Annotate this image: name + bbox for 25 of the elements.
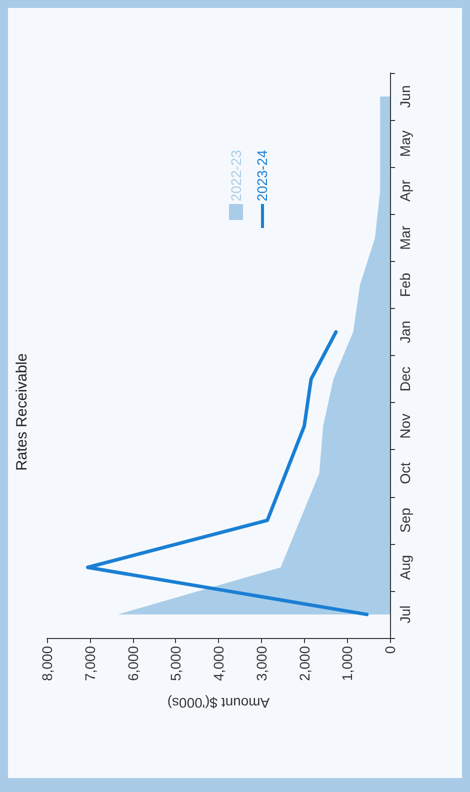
x-tick-label: 1,000 xyxy=(339,646,356,682)
y-tick-label: Jan xyxy=(397,320,413,344)
text: 2022-23 xyxy=(228,150,244,202)
y-tick-label: Jun xyxy=(397,85,413,108)
x-tick-label: 8,000 xyxy=(39,646,55,682)
y-tick-label: Nov xyxy=(397,414,413,439)
y-tick-label: Feb xyxy=(397,272,413,297)
y-tick-label: Apr xyxy=(397,179,413,202)
x-tick-label: 5,000 xyxy=(168,646,184,682)
y-tick-label: Mar xyxy=(397,225,413,250)
text: 2023-24 xyxy=(254,150,270,202)
x-tick-label: 3,000 xyxy=(253,646,270,682)
x-axis-title: Amount $('000s) xyxy=(167,695,270,711)
y-tick-label: May xyxy=(397,130,413,157)
y-tick-label: Dec xyxy=(397,366,413,392)
x-tick-label: 0 xyxy=(382,646,398,654)
x-tick-label: 4,000 xyxy=(210,646,226,682)
x-tick-label: 2,000 xyxy=(296,646,312,682)
y-tick-label: Oct xyxy=(397,462,413,484)
y-tick-label: Jul xyxy=(397,606,413,624)
x-tick-label: 7,000 xyxy=(82,646,98,682)
y-tick-label: Sep xyxy=(397,508,413,533)
y-tick-label: Aug xyxy=(397,554,413,580)
x-tick-label: 6,000 xyxy=(124,646,141,682)
text: Rates Receivable xyxy=(14,353,30,471)
